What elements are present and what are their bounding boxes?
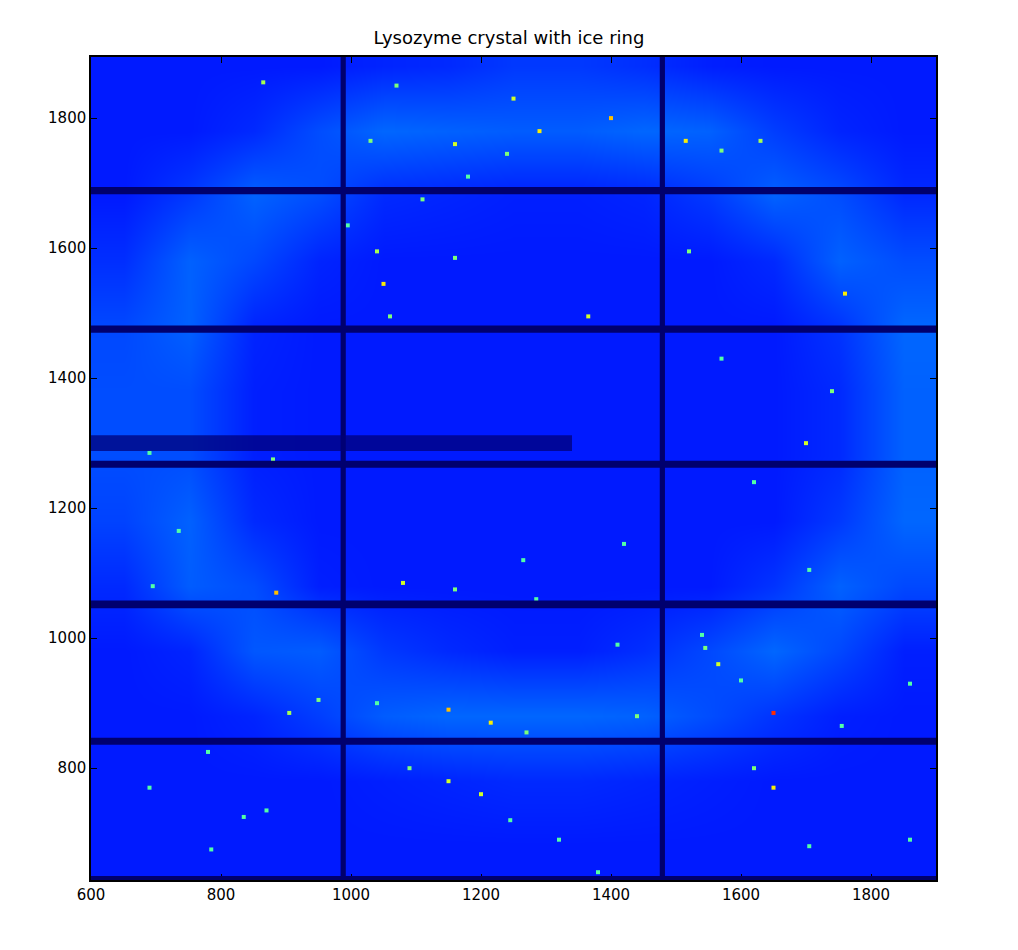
svg-text:1000: 1000: [48, 629, 86, 647]
svg-text:1800: 1800: [852, 886, 890, 904]
svg-text:1800: 1800: [48, 109, 86, 127]
svg-text:1200: 1200: [48, 499, 86, 517]
svg-text:1000: 1000: [332, 886, 370, 904]
svg-text:1400: 1400: [592, 886, 630, 904]
svg-text:1600: 1600: [722, 886, 760, 904]
svg-text:Lysozyme crystal with ice ring: Lysozyme crystal with ice ring: [374, 27, 645, 48]
svg-text:1200: 1200: [462, 886, 500, 904]
svg-text:600: 600: [77, 886, 106, 904]
svg-text:1600: 1600: [48, 239, 86, 257]
svg-text:1400: 1400: [48, 369, 86, 387]
svg-text:800: 800: [58, 759, 87, 777]
svg-text:800: 800: [207, 886, 236, 904]
